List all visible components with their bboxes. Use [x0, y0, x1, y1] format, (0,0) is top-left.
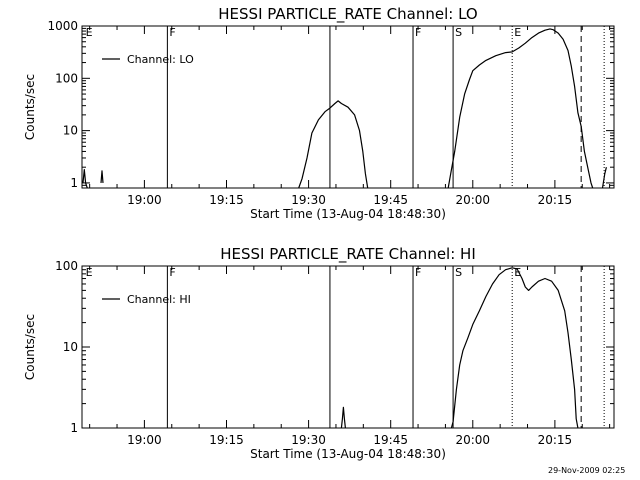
plot-frame-hi — [81, 265, 615, 429]
legend-label-lo: Channel: LO — [127, 53, 194, 66]
event-marker-label-lo: F — [169, 26, 175, 39]
event-marker-label-lo: E — [86, 26, 93, 39]
y-tick-label-hi: 100 — [55, 259, 78, 273]
series-line-lo — [100, 170, 104, 183]
series-line-hi — [450, 267, 579, 429]
x-axis-label-lo: Start Time (13-Aug-04 18:48:30) — [250, 207, 446, 221]
x-tick-label-hi: 19:45 — [373, 433, 408, 447]
y-tick-label-lo: 1 — [70, 176, 78, 190]
x-tick-label-hi: 19:15 — [209, 433, 244, 447]
y-axis-label-hi: Counts/sec — [23, 314, 37, 380]
x-tick-label-lo: 19:45 — [373, 193, 408, 207]
event-marker-label-hi: E — [86, 266, 93, 279]
event-marker-label-lo: E — [514, 26, 521, 39]
series-line-lo — [447, 28, 594, 189]
series-line-hi — [340, 406, 346, 429]
x-tick-label-hi: 20:00 — [455, 433, 490, 447]
event-marker-label-hi: F — [415, 266, 421, 279]
x-axis-label-hi: Start Time (13-Aug-04 18:48:30) — [250, 447, 446, 461]
legend-label-hi: Channel: HI — [127, 293, 191, 306]
y-tick-label-hi: 10 — [63, 340, 78, 354]
timestamp: 29-Nov-2009 02:25 — [548, 466, 626, 475]
x-tick-label-hi: 19:00 — [127, 433, 162, 447]
y-tick-label-lo: 10 — [63, 124, 78, 138]
y-tick-label-hi: 1 — [70, 421, 78, 435]
x-tick-label-lo: 20:15 — [538, 193, 573, 207]
event-marker-label-hi: S — [455, 266, 462, 279]
x-tick-label-lo: 19:30 — [291, 193, 326, 207]
x-tick-label-lo: 19:15 — [209, 193, 244, 207]
y-axis-label-lo: Counts/sec — [23, 74, 37, 140]
x-tick-label-hi: 19:30 — [291, 433, 326, 447]
series-line-lo — [298, 100, 369, 189]
x-tick-label-lo: 20:00 — [455, 193, 490, 207]
event-marker-label-lo: F — [415, 26, 421, 39]
y-tick-label-lo: 1000 — [47, 19, 78, 33]
y-tick-label-lo: 100 — [55, 71, 78, 85]
event-marker-label-hi: E — [514, 266, 521, 279]
series-line-lo — [601, 167, 607, 189]
plot-frame-lo — [81, 25, 615, 189]
event-marker-label-lo: S — [455, 26, 462, 39]
series-line-lo — [82, 169, 88, 189]
chart-title-hi: HESSI PARTICLE_RATE Channel: HI — [220, 245, 476, 264]
x-tick-label-lo: 19:00 — [127, 193, 162, 207]
x-tick-label-hi: 20:15 — [538, 433, 573, 447]
chart-title-lo: HESSI PARTICLE_RATE Channel: LO — [218, 5, 477, 24]
event-marker-label-hi: F — [169, 266, 175, 279]
